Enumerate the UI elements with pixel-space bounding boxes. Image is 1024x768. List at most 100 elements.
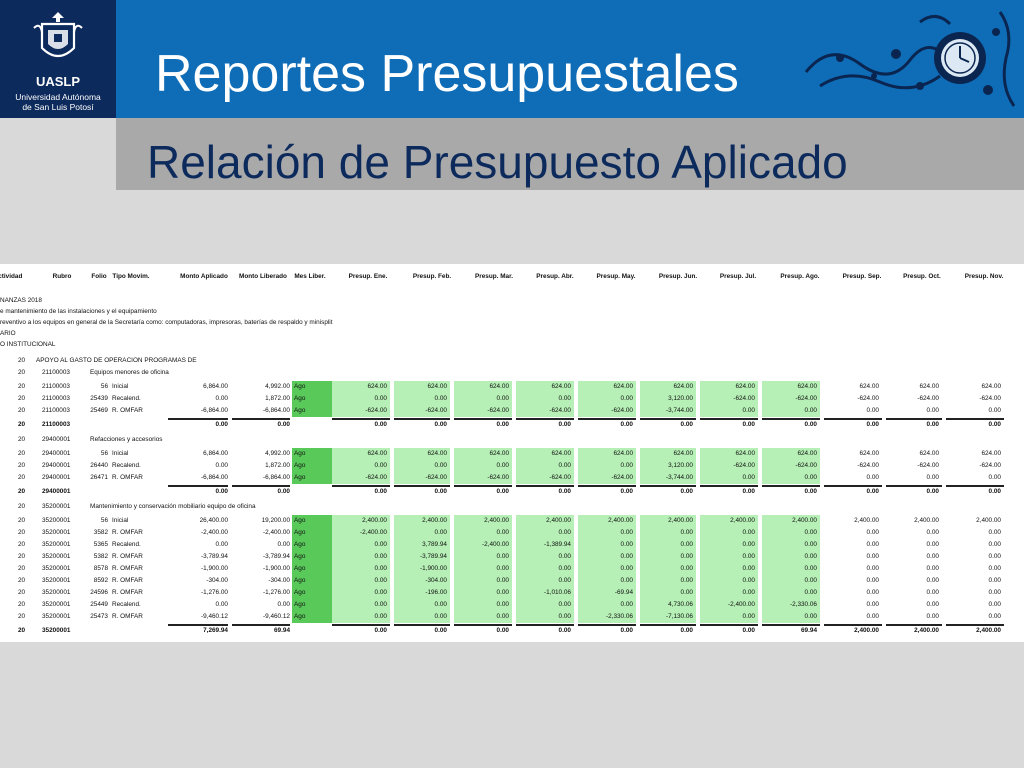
month-budget-cell: -7,130.06 xyxy=(640,611,696,623)
total-underline xyxy=(516,624,574,626)
monto-aplicado-cell: 6,864.00 xyxy=(203,450,228,457)
monto-liberado-cell: -3,789.94 xyxy=(262,553,290,560)
month-budget-cell: -69.94 xyxy=(578,587,636,599)
month-budget-cell: -304.00 xyxy=(394,575,450,587)
month-budget-cell: 0.00 xyxy=(640,563,696,575)
rubro-cell: 35200001 xyxy=(42,541,71,548)
monto-liberado-cell: -2,400.00 xyxy=(262,529,290,536)
month-budget-cell: 0.00 xyxy=(578,460,636,472)
month-budget-cell: 0.00 xyxy=(700,405,758,417)
month-budget-cell: 0.00 xyxy=(578,563,636,575)
month-budget-cell: 0.00 xyxy=(640,575,696,587)
month-budget-cell: 624.00 xyxy=(454,448,512,460)
month-budget-cell: 624.00 xyxy=(700,448,758,460)
month-budget-cell: 0.00 xyxy=(866,565,879,572)
month-budget-cell: 0.00 xyxy=(700,587,758,599)
group-name: Equipos menores de oficina xyxy=(90,369,169,376)
month-budget-cell: -3,744.00 xyxy=(640,472,696,484)
total-underline xyxy=(332,485,390,487)
month-budget-cell: 624.00 xyxy=(578,381,636,393)
month-budget-cell: 0.00 xyxy=(926,488,939,495)
rubro-cell: 35200001 xyxy=(42,589,71,596)
rubro-cell: 35200001 xyxy=(42,553,71,560)
mes-liber-cell: Ago xyxy=(292,611,332,623)
month-budget-cell: 0.00 xyxy=(454,587,512,599)
rubro-cell: 35200001 xyxy=(42,577,71,584)
group-code: 21100003 xyxy=(42,369,70,376)
month-budget-cell: 0.00 xyxy=(762,527,820,539)
month-budget-cell: 0.00 xyxy=(762,472,820,484)
column-header: Presup. Mar. xyxy=(474,273,513,280)
monto-liberado-cell: 1,872.00 xyxy=(265,395,290,402)
month-budget-cell: 0.00 xyxy=(578,539,636,551)
tipo-cell: R. OMFAR xyxy=(112,474,143,481)
total-underline xyxy=(168,624,228,626)
month-budget-cell: 0.00 xyxy=(926,565,939,572)
month-budget-cell: 0.00 xyxy=(578,575,636,587)
month-budget-cell: -624.00 xyxy=(857,395,879,402)
month-budget-cell: 0.00 xyxy=(640,551,696,563)
month-budget-cell: 0.00 xyxy=(558,488,571,495)
month-budget-cell: 0.00 xyxy=(620,421,633,428)
month-budget-cell: 0.00 xyxy=(374,421,387,428)
column-header: Presup. Ago. xyxy=(780,273,820,280)
rubro-cell: 29400001 xyxy=(42,450,71,457)
total-underline xyxy=(232,624,290,626)
total-row: 20 35200001 7,269.94 69.94 0.00 0.00 0.00 0.00 0… xyxy=(0,625,1024,637)
rubro-cell: 35200001 xyxy=(42,565,71,572)
month-budget-cell: 0.00 xyxy=(434,421,447,428)
total-underline xyxy=(168,485,228,487)
month-budget-cell: 0.00 xyxy=(578,393,636,405)
month-budget-cell: -624.00 xyxy=(454,472,512,484)
folio-cell: 25473 xyxy=(90,613,108,620)
month-budget-cell: 0.00 xyxy=(762,405,820,417)
folio-cell: 24596 xyxy=(90,589,108,596)
program-name: APOYO AL GASTO DE OPERACION PROGRAMAS DE xyxy=(36,357,197,364)
total-underline xyxy=(824,624,882,626)
month-budget-cell: -624.00 xyxy=(332,472,390,484)
month-budget-cell: 624.00 xyxy=(859,450,879,457)
month-budget-cell: -1,900.00 xyxy=(394,563,450,575)
month-budget-cell: 0.00 xyxy=(988,589,1001,596)
month-budget-cell: 2,400.00 xyxy=(914,517,939,524)
monto-liberado-cell: -1,900.00 xyxy=(262,565,290,572)
month-budget-cell: 2,400.00 xyxy=(454,515,512,527)
month-budget-cell: 0.00 xyxy=(762,611,820,623)
total-underline xyxy=(946,485,1004,487)
month-budget-cell: -624.00 xyxy=(394,405,450,417)
folio-cell: 56 xyxy=(100,517,108,524)
month-budget-cell: -2,400.00 xyxy=(332,527,390,539)
report-info-line: ARIO xyxy=(0,330,16,337)
month-budget-cell: 0.00 xyxy=(762,539,820,551)
activity-cell: 20 xyxy=(18,450,26,457)
total-underline xyxy=(578,624,636,626)
month-budget-cell: 624.00 xyxy=(578,448,636,460)
activity-cell: 20 xyxy=(18,529,26,536)
total-underline xyxy=(886,418,942,420)
total-row: 20 21100003 0.00 0.00 0.00 0.00 0.00 0.00 0.00 0.… xyxy=(0,419,1024,431)
month-budget-cell: -624.00 xyxy=(516,405,574,417)
monto-liberado-cell: -6,864.00 xyxy=(262,474,290,481)
month-budget-cell: 2,400.00 xyxy=(394,515,450,527)
logo-panel: UASLP Universidad Autónoma de San Luis P… xyxy=(0,0,116,118)
activity-cell: 20 xyxy=(18,565,26,572)
total-underline xyxy=(454,418,512,420)
monto-liberado-cell: -6,864.00 xyxy=(262,407,290,414)
total-underline xyxy=(762,624,820,626)
month-budget-cell: 69.94 xyxy=(801,627,817,634)
logo-name: UASLP xyxy=(35,74,81,89)
month-budget-cell: 0.00 xyxy=(454,393,512,405)
month-budget-cell: 0.00 xyxy=(454,575,512,587)
mes-liber-cell: Ago xyxy=(292,587,332,599)
total-underline xyxy=(824,485,882,487)
monto-aplicado-cell: 7,269.94 xyxy=(203,627,228,634)
month-budget-cell: -1,010.06 xyxy=(516,587,574,599)
total-underline xyxy=(232,418,290,420)
month-budget-cell: 0.00 xyxy=(640,587,696,599)
month-budget-cell: 0.00 xyxy=(516,460,574,472)
monto-liberado-cell: -304.00 xyxy=(268,577,290,584)
month-budget-cell: 624.00 xyxy=(332,381,390,393)
total-underline xyxy=(454,624,512,626)
month-budget-cell: -624.00 xyxy=(979,462,1001,469)
month-budget-cell: 0.00 xyxy=(516,599,574,611)
